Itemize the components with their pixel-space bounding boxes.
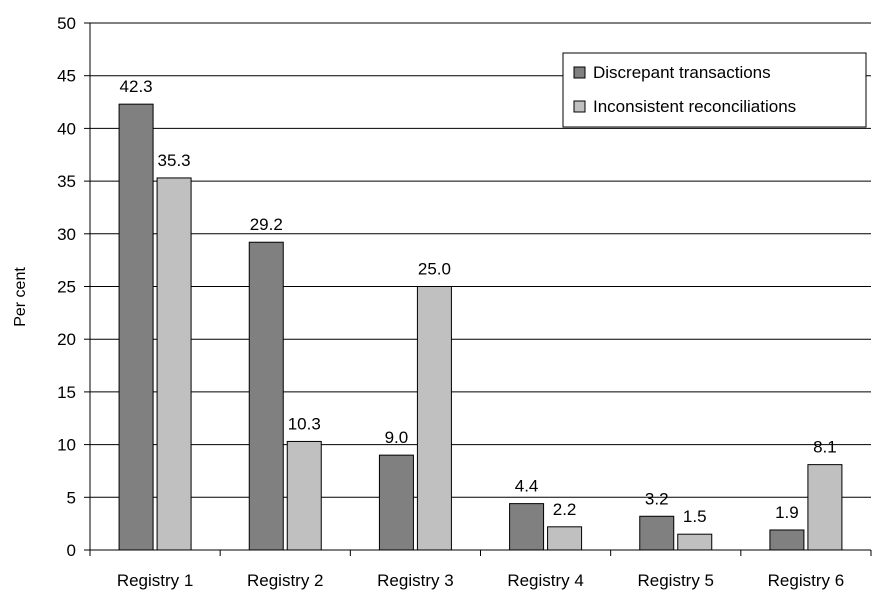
x-tick-label: Registry 6 [768, 571, 845, 590]
bar-value-label: 1.9 [775, 503, 799, 522]
y-tick-label: 5 [67, 488, 76, 507]
bar-series-1[interactable] [769, 529, 805, 551]
legend-label: Inconsistent reconciliations [593, 97, 796, 116]
legend-swatch [573, 100, 586, 113]
axes: 0 5 10 15 20 25 30 35 40 45 50 Registry 1 Registry 2… [57, 14, 872, 590]
x-tick-label: Registry 1 [117, 571, 194, 590]
legend[interactable]: Discrepant transactions Inconsistent reco… [562, 52, 867, 128]
y-tick-label: 30 [57, 225, 76, 244]
bar-series-1[interactable] [509, 503, 545, 551]
x-tick-label: Registry 5 [637, 571, 714, 590]
legend-frame [562, 52, 867, 128]
x-tick-label: Registry 3 [377, 571, 454, 590]
bar-value-label: 8.1 [813, 438, 837, 457]
y-tick-label: 40 [57, 119, 76, 138]
bar-value-label: 1.5 [683, 507, 707, 526]
y-tick-label: 45 [57, 67, 76, 86]
bar-value-label: 29.2 [250, 215, 283, 234]
bar-series-2[interactable] [156, 177, 192, 551]
bar-series-1[interactable] [639, 515, 675, 551]
bar-value-label: 42.3 [120, 77, 153, 96]
y-axis-title: Per cent [12, 267, 29, 327]
bar-series-1[interactable] [248, 241, 284, 551]
legend-label: Discrepant transactions [593, 63, 771, 82]
bar-value-label: 25.0 [418, 260, 451, 279]
y-tick-label: 15 [57, 383, 76, 402]
bar-series-2[interactable] [416, 286, 452, 551]
bar-value-label: 9.0 [385, 428, 409, 447]
bar-series-2[interactable] [677, 533, 713, 551]
bar-series-1[interactable] [118, 103, 154, 551]
x-tick-label: Registry 2 [247, 571, 324, 590]
bar-value-label: 4.4 [515, 477, 539, 496]
bar-value-label: 35.3 [158, 151, 191, 170]
legend-swatch [573, 66, 586, 79]
bar-series-2[interactable] [807, 464, 843, 551]
bars [118, 103, 843, 551]
bar-value-label: 10.3 [288, 414, 321, 433]
bar-value-label: 3.2 [645, 489, 669, 508]
y-tick-label: 10 [57, 436, 76, 455]
gridlines [90, 22, 871, 498]
bar-series-2[interactable] [547, 526, 583, 551]
y-tick-label: 25 [57, 278, 76, 297]
bar-series-2[interactable] [286, 440, 322, 551]
y-tick-label: 35 [57, 172, 76, 191]
y-tick-label: 50 [57, 14, 76, 33]
data-labels: 42.3 29.2 9.0 4.4 3.2 1.9 35.3 10.3 25.0 2.2 1.5 8.… [120, 77, 837, 526]
bar-series-1[interactable] [378, 454, 414, 551]
y-tick-label: 0 [67, 541, 76, 560]
bar-value-label: 2.2 [553, 500, 577, 519]
y-tick-label: 20 [57, 330, 76, 349]
x-tick-label: Registry 4 [507, 571, 584, 590]
